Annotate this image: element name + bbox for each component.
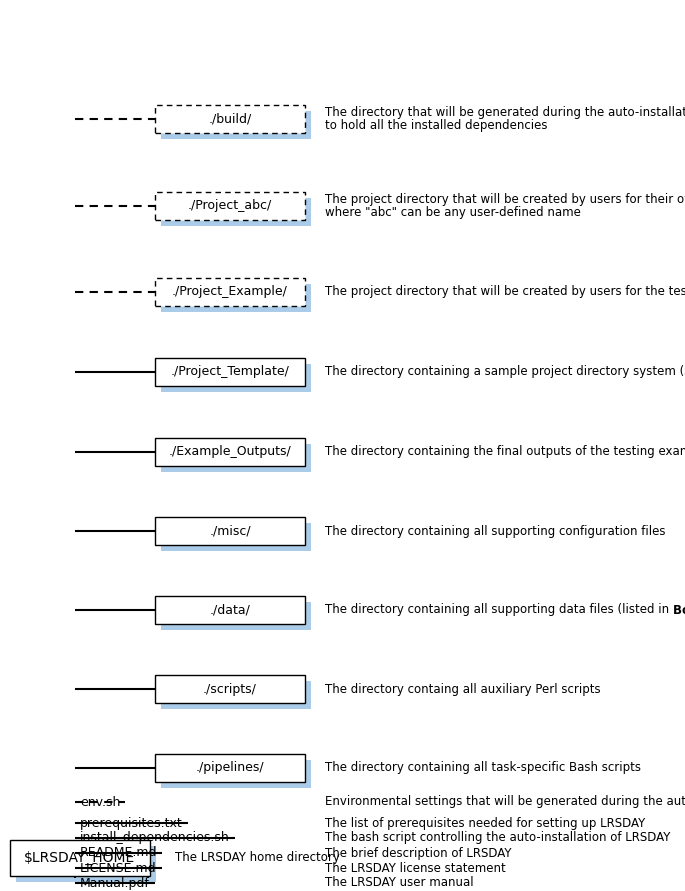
Text: prerequisites.txt: prerequisites.txt — [80, 816, 183, 830]
Bar — [155, 358, 305, 386]
Text: ./pipelines/: ./pipelines/ — [196, 762, 264, 774]
Text: The LRSDAY home directory: The LRSDAY home directory — [175, 852, 340, 864]
Text: LICENSE.md: LICENSE.md — [80, 862, 157, 874]
Bar — [161, 198, 311, 226]
Text: The directory containg all auxiliary Perl scripts: The directory containg all auxiliary Per… — [325, 683, 601, 696]
Text: The directory containing a sample project directory system (see: The directory containing a sample projec… — [325, 365, 685, 379]
Text: ./Example_Outputs/: ./Example_Outputs/ — [169, 446, 291, 459]
Text: Box 1: Box 1 — [673, 603, 685, 617]
Bar — [155, 754, 305, 782]
Text: ./data/: ./data/ — [210, 603, 251, 617]
Text: The directory that will be generated during the auto-installation of LRSDAY: The directory that will be generated dur… — [325, 106, 685, 119]
Bar — [16, 846, 156, 882]
Text: to hold all the installed dependencies: to hold all the installed dependencies — [325, 119, 547, 132]
Text: ./build/: ./build/ — [208, 112, 251, 126]
Bar — [10, 840, 150, 876]
Bar — [161, 602, 311, 630]
Text: install_dependencies.sh: install_dependencies.sh — [80, 831, 229, 845]
Bar — [161, 444, 311, 472]
Bar — [161, 284, 311, 312]
Text: README.md: README.md — [80, 846, 158, 860]
Text: The directory containing all supporting data files (listed in: The directory containing all supporting … — [325, 603, 673, 617]
Bar — [161, 681, 311, 709]
Text: The brief description of LRSDAY: The brief description of LRSDAY — [325, 846, 512, 860]
Text: ./Project_abc/: ./Project_abc/ — [188, 200, 272, 212]
Text: ./misc/: ./misc/ — [209, 525, 251, 537]
Bar — [161, 760, 311, 788]
Text: env.sh: env.sh — [80, 796, 121, 808]
Bar — [155, 278, 305, 306]
Text: The directory containing the final outputs of the testing example: The directory containing the final outpu… — [325, 446, 685, 459]
Bar — [155, 517, 305, 545]
Text: The directory containing all supporting configuration files: The directory containing all supporting … — [325, 525, 666, 537]
Bar — [161, 111, 311, 139]
Text: The project directory that will be created by users for the testing example: The project directory that will be creat… — [325, 285, 685, 298]
Text: ./scripts/: ./scripts/ — [203, 683, 257, 696]
Text: ./Project_Template/: ./Project_Template/ — [171, 365, 290, 379]
Bar — [161, 364, 311, 392]
Bar — [155, 596, 305, 624]
Text: Environmental settings that will be generated during the auto-installation of LR: Environmental settings that will be gene… — [325, 796, 685, 808]
Text: The list of prerequisites needed for setting up LRSDAY: The list of prerequisites needed for set… — [325, 816, 645, 830]
Bar — [161, 523, 311, 551]
Text: The directory containing all task-specific Bash scripts: The directory containing all task-specif… — [325, 762, 641, 774]
Text: The project directory that will be created by users for their own projects,: The project directory that will be creat… — [325, 193, 685, 206]
Text: The bash script controlling the auto-installation of LRSDAY: The bash script controlling the auto-ins… — [325, 831, 671, 845]
Text: Manual.pdf: Manual.pdf — [80, 877, 150, 889]
Text: ./Project_Example/: ./Project_Example/ — [172, 285, 288, 298]
Text: The LRSDAY license statement: The LRSDAY license statement — [325, 862, 506, 874]
Bar — [155, 192, 305, 220]
Text: The LRSDAY user manual: The LRSDAY user manual — [325, 877, 473, 889]
Text: $LRSDAY_HOME: $LRSDAY_HOME — [25, 851, 136, 865]
Bar — [155, 675, 305, 703]
Text: where "abc" can be any user-defined name: where "abc" can be any user-defined name — [325, 206, 581, 219]
Bar — [155, 438, 305, 466]
Bar — [155, 105, 305, 133]
